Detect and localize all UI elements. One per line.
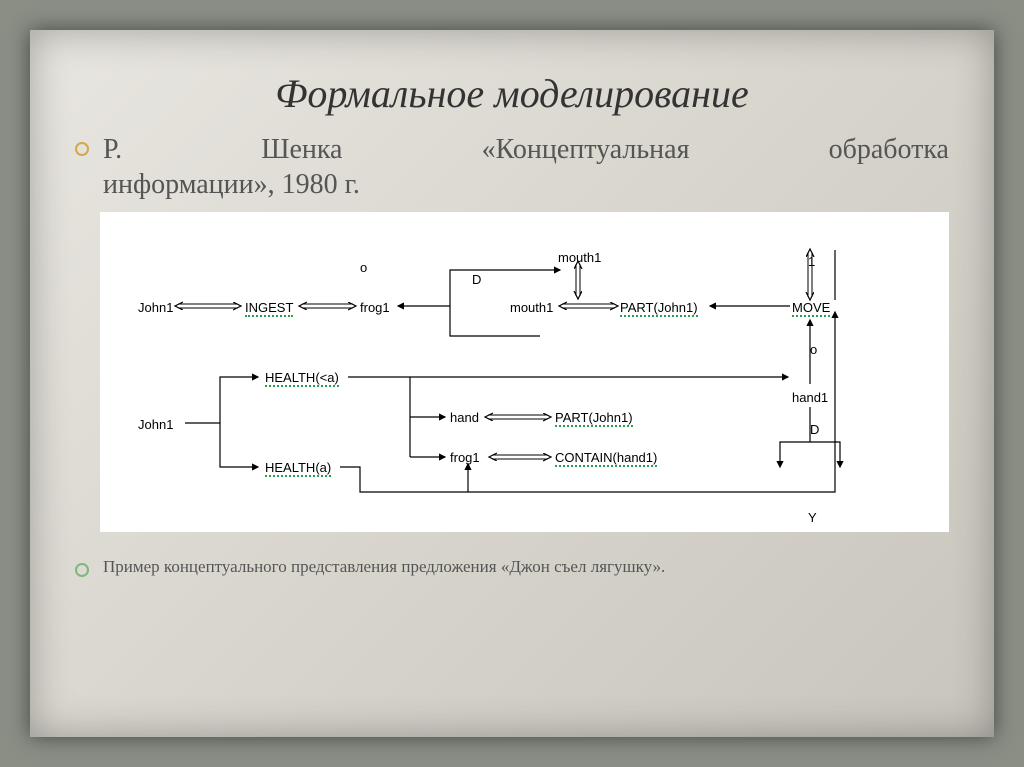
diagram-node-PARTJ1: PART(John1) bbox=[620, 300, 698, 317]
line2: информации», 1980 г. bbox=[103, 169, 360, 200]
main-bullet: Р. Шенка «Концептуальная обработка инфор… bbox=[75, 132, 949, 202]
word: «Концептуальная bbox=[482, 132, 690, 167]
caption-text: Пример концептуального представления пре… bbox=[103, 557, 665, 577]
slide-title: Формальное моделирование bbox=[75, 70, 949, 117]
bullet-icon bbox=[75, 563, 89, 577]
diagram-node-o1: o bbox=[360, 260, 367, 275]
diagram-edges bbox=[100, 212, 949, 532]
diagram-node-John1a: John1 bbox=[138, 300, 173, 315]
slide-frame: Формальное моделирование Р. Шенка «Конце… bbox=[30, 30, 994, 737]
diagram-node-John1b: John1 bbox=[138, 417, 173, 432]
diagram-node-CONTAIN: CONTAIN(hand1) bbox=[555, 450, 657, 467]
diagram-node-o2: o bbox=[810, 342, 817, 357]
diagram-node-hand: hand bbox=[450, 410, 479, 425]
diagram-node-frog1b: frog1 bbox=[450, 450, 480, 465]
diagram-node-frog1a: frog1 bbox=[360, 300, 390, 315]
diagram-node-Y: Y bbox=[808, 510, 817, 525]
diagram-node-PARTJ2: PART(John1) bbox=[555, 410, 633, 427]
diagram-node-INGEST: INGEST bbox=[245, 300, 293, 317]
word: Р. bbox=[103, 132, 122, 167]
diagram: o Dmouth1 1 John1 INGEST frog1 mouth1 PART(John… bbox=[100, 212, 949, 532]
diagram-node-hand1a: hand1 bbox=[792, 390, 828, 405]
diagram-node-one: 1 bbox=[808, 254, 815, 269]
diagram-node-mouth1a: mouth1 bbox=[558, 250, 601, 265]
diagram-node-mouth1b: mouth1 bbox=[510, 300, 553, 315]
diagram-node-D2: D bbox=[810, 422, 819, 437]
diagram-node-D1: D bbox=[472, 272, 481, 287]
diagram-node-HEALTHa: HEALTH(a) bbox=[265, 460, 331, 477]
bullet-icon bbox=[75, 142, 89, 156]
word: Шенка bbox=[261, 132, 342, 167]
word: обработка bbox=[829, 132, 949, 167]
bullet-text: Р. Шенка «Концептуальная обработка инфор… bbox=[103, 132, 949, 202]
caption-bullet: Пример концептуального представления пре… bbox=[75, 557, 949, 577]
diagram-node-HEALTHlt: HEALTH(<a) bbox=[265, 370, 339, 387]
diagram-node-MOVE: MOVE bbox=[792, 300, 830, 317]
slide-content: Формальное моделирование Р. Шенка «Конце… bbox=[75, 50, 949, 717]
